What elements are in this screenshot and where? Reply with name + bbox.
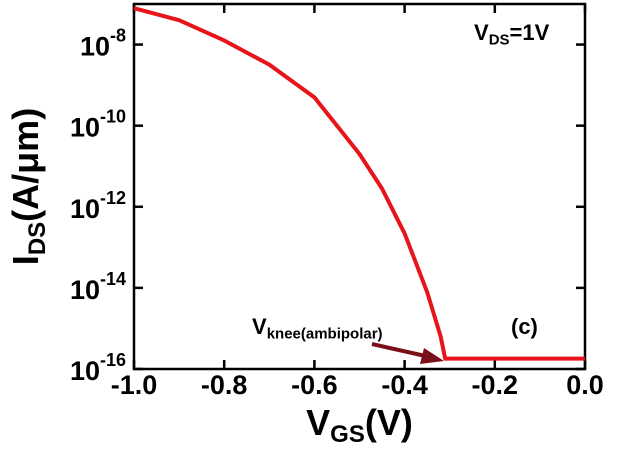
condition-label-part: DS: [489, 32, 510, 49]
y-tick-label: 10-10: [70, 106, 126, 142]
y-tick-label: 10-14: [70, 269, 126, 305]
x-tick-label: -0.2: [472, 370, 519, 400]
x-axis-label-part: GS: [330, 421, 365, 448]
condition-label: VDS=1V: [474, 20, 550, 49]
y-axis-label: IDS(A/μm): [5, 108, 52, 265]
x-tick-label: -1.0: [111, 370, 158, 400]
y-tick-label: 10-16: [70, 350, 126, 386]
x-tick-label: -0.8: [201, 370, 248, 400]
panel-label: (c): [511, 314, 538, 339]
knee-label: Vknee(ambipolar): [252, 314, 383, 343]
x-axis-label-part: V: [306, 402, 330, 443]
y-axis-label-part: DS: [24, 222, 51, 255]
y-tick-label: 10-8: [80, 25, 126, 61]
x-axis-label-part: (V): [365, 402, 413, 443]
y-axis-label-part: (A/μm): [5, 108, 46, 222]
condition-label-part: V: [474, 20, 489, 45]
data-line: [133, 6, 585, 361]
y-tick-label: 10-12: [70, 188, 126, 224]
knee-arrow: [371, 342, 431, 359]
knee-arrow-head: [420, 348, 444, 364]
x-tick-label: -0.4: [381, 370, 428, 400]
knee-label-part: V: [252, 314, 267, 339]
y-axis-label-part: I: [5, 255, 46, 265]
x-axis-label: VGS(V): [306, 402, 413, 449]
x-tick-label: 0.0: [566, 370, 604, 400]
knee-label-part: knee(ambipolar): [267, 326, 383, 343]
condition-label-part: =1V: [510, 20, 550, 45]
x-tick-label: -0.6: [291, 370, 338, 400]
plot-frame: [132, 2, 587, 371]
